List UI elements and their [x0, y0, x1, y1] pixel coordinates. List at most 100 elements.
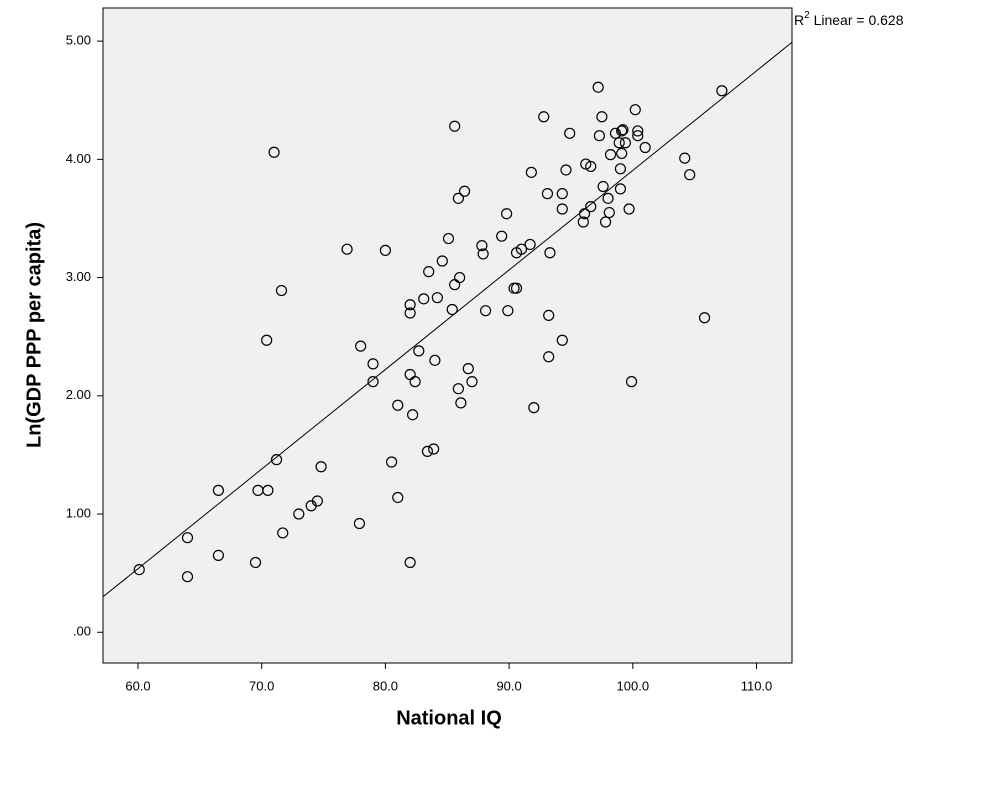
- point: [428, 443, 440, 455]
- point: [436, 255, 448, 267]
- x-tick-label: 90.0: [496, 678, 521, 693]
- r2-prefix: R: [794, 12, 804, 28]
- point: [541, 188, 554, 200]
- point: [623, 203, 635, 215]
- point: [496, 230, 508, 242]
- point: [632, 125, 644, 137]
- point: [543, 309, 555, 322]
- point: [404, 556, 416, 569]
- y-tick-label: 5.00: [66, 33, 91, 48]
- point: [479, 305, 492, 317]
- point: [392, 399, 404, 411]
- point: [212, 549, 225, 562]
- point: [619, 137, 631, 149]
- r2-annotation: R2 Linear = 0.628: [794, 10, 904, 28]
- point: [698, 312, 711, 324]
- point: [181, 571, 194, 583]
- point: [629, 104, 641, 116]
- point: [580, 158, 592, 170]
- point: [409, 376, 421, 388]
- point: [476, 240, 488, 252]
- point: [502, 305, 514, 317]
- point: [625, 376, 638, 388]
- point: [268, 146, 280, 158]
- x-tick-label: 80.0: [373, 678, 398, 693]
- point: [466, 376, 478, 388]
- point: [455, 397, 467, 409]
- point: [311, 495, 323, 507]
- point: [543, 351, 555, 363]
- point: [639, 141, 651, 154]
- point: [442, 232, 455, 245]
- x-tick-label: 110.0: [741, 678, 773, 693]
- point: [275, 284, 288, 297]
- point: [528, 402, 540, 414]
- point: [684, 169, 696, 181]
- point: [614, 163, 627, 175]
- point: [423, 266, 435, 278]
- point: [133, 563, 145, 576]
- fit-line: [102, 41, 793, 598]
- point: [556, 188, 568, 200]
- point: [609, 127, 622, 139]
- y-axis-title: Ln(GDP PPP per capita): [23, 222, 45, 448]
- point: [404, 307, 416, 319]
- point: [367, 358, 379, 370]
- point: [585, 160, 597, 173]
- y-tick-label: 1.00: [66, 505, 91, 520]
- point: [452, 383, 464, 395]
- point: [564, 127, 576, 139]
- point: [501, 208, 513, 220]
- x-axis-title: National IQ: [396, 707, 502, 729]
- point: [585, 201, 597, 213]
- x-tick-label: 70.0: [249, 678, 274, 693]
- point: [578, 208, 591, 220]
- r2-sup: 2: [804, 10, 810, 21]
- y-tick-label: 3.00: [66, 269, 91, 284]
- point: [262, 484, 274, 496]
- point: [613, 137, 625, 149]
- point: [556, 334, 568, 346]
- point: [515, 243, 528, 255]
- point: [181, 532, 194, 544]
- point: [616, 147, 628, 160]
- point: [632, 130, 644, 142]
- plot-area: [102, 7, 793, 664]
- point: [277, 527, 289, 539]
- point: [616, 125, 628, 137]
- r2-text: Linear = 0.628: [810, 12, 904, 28]
- y-tick-label: 4.00: [66, 151, 91, 166]
- point: [270, 454, 283, 466]
- point: [293, 508, 305, 520]
- point: [614, 183, 627, 195]
- point: [556, 203, 568, 215]
- point: [379, 244, 392, 256]
- point: [385, 456, 398, 468]
- point: [261, 334, 273, 346]
- point: [593, 130, 606, 142]
- point: [617, 124, 629, 136]
- point: [525, 166, 537, 178]
- point: [449, 120, 461, 132]
- point: [477, 248, 489, 260]
- point: [538, 111, 550, 123]
- point: [367, 376, 379, 388]
- point: [524, 238, 536, 251]
- point: [716, 85, 728, 97]
- point: [341, 243, 353, 255]
- point: [315, 461, 327, 473]
- point: [560, 164, 572, 176]
- point: [596, 111, 608, 123]
- point: [458, 185, 471, 197]
- point: [431, 292, 443, 304]
- point: [462, 363, 474, 375]
- point: [510, 282, 523, 294]
- point: [454, 271, 466, 284]
- point: [392, 491, 404, 504]
- point: [413, 345, 425, 357]
- point: [592, 81, 604, 93]
- point: [446, 303, 458, 316]
- point: [544, 247, 556, 259]
